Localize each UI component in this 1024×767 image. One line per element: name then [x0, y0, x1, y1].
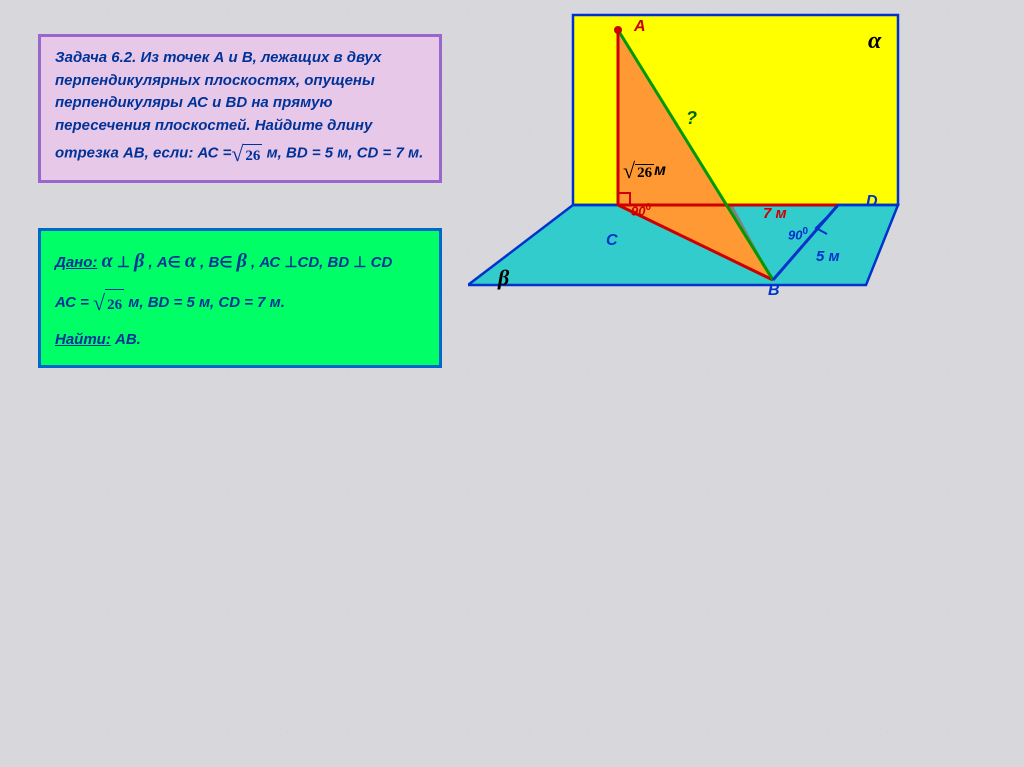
alpha-symbol-2: α: [185, 250, 196, 272]
sqrt-26-problem: √26: [231, 137, 262, 170]
given-box: Дано: α ⊥ β , А∈ α , В∈ β , АС ⊥CD, ВD ⊥…: [38, 228, 442, 368]
given-line-2: АС = √26 м, BD = 5 м, CD = 7 м.: [55, 281, 425, 325]
given-line-1: Дано: α ⊥ β , А∈ α , В∈ β , АС ⊥CD, ВD ⊥…: [55, 241, 425, 281]
label-question: ?: [686, 108, 697, 129]
label-d: D: [866, 193, 878, 211]
find-label: Найти:: [55, 331, 111, 348]
alpha-symbol: α: [102, 250, 113, 272]
problem-text-suffix: м, BD = 5 м, CD = 7 м.: [262, 144, 423, 161]
label-a: A: [634, 18, 646, 36]
element-symbol-2: ∈: [219, 255, 232, 271]
label-90-d: 900: [788, 226, 808, 242]
point-a-dot: [614, 26, 622, 34]
given-line-3: Найти: АВ.: [55, 325, 425, 355]
element-symbol-1: ∈: [168, 255, 181, 271]
perp-symbol-1: ⊥: [117, 255, 130, 271]
dano-label: Дано:: [55, 254, 97, 271]
label-7m: 7 м: [763, 205, 787, 222]
label-b: B: [768, 282, 780, 300]
geometry-diagram: A B C D α β ? √26м 900 7 м 900 5 м: [468, 10, 1008, 310]
diagram-svg: [468, 10, 1008, 310]
label-c: C: [606, 232, 618, 250]
beta-symbol-2: β: [237, 250, 247, 272]
label-90-c: 900: [631, 202, 651, 218]
label-alpha: α: [868, 28, 881, 55]
sqrt-26-given: √26: [93, 281, 124, 325]
perp-symbol-2: ⊥: [284, 255, 297, 271]
perp-symbol-3: ⊥: [353, 255, 366, 271]
problem-statement-box: Задача 6.2. Из точек А и В, лежащих в дв…: [38, 34, 442, 183]
label-5m: 5 м: [816, 248, 840, 265]
label-sqrt26m: √26м: [623, 158, 666, 184]
beta-symbol: β: [134, 250, 144, 272]
label-beta: β: [498, 265, 509, 291]
